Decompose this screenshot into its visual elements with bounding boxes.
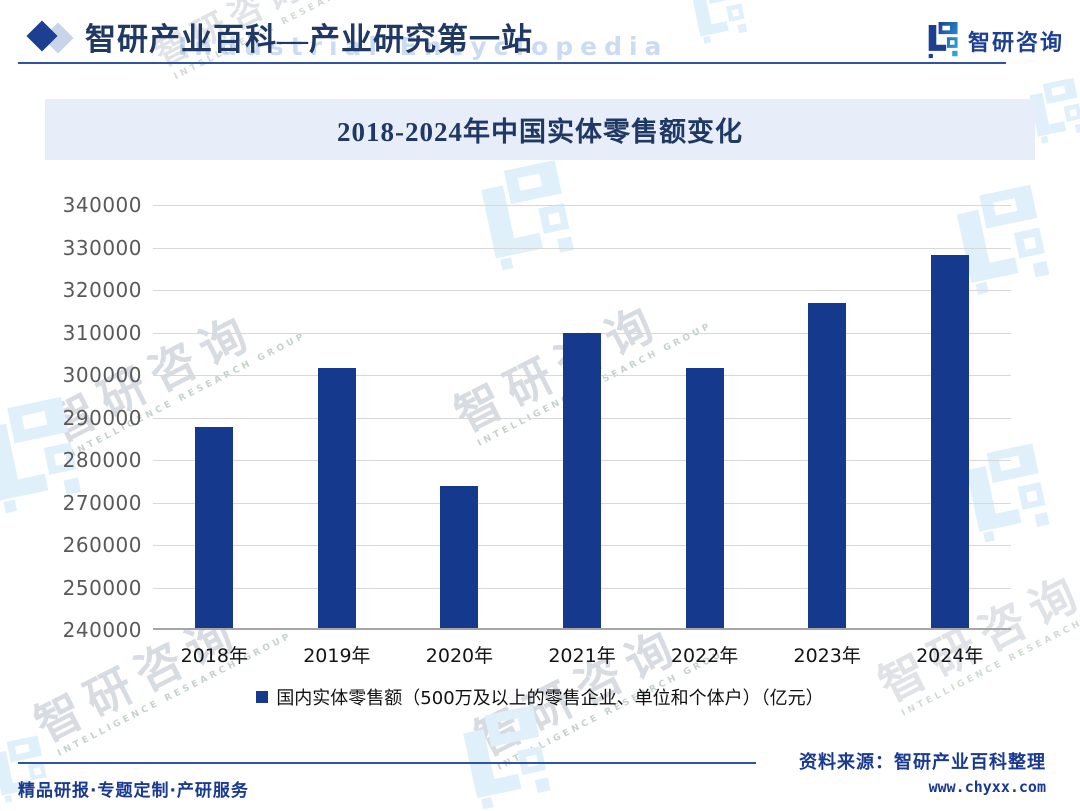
legend-label: 国内实体零售额（500万及以上的零售企业、单位和个体户）（亿元） (276, 688, 824, 709)
bar-2019年 (317, 368, 356, 630)
brand-logo: 智研咨询 (924, 22, 1064, 60)
bar-2021年 (563, 332, 601, 630)
x-tick-label: 2020年 (425, 645, 494, 667)
gridline (153, 247, 1011, 249)
chart-title-banner: 2018-2024年中国实体零售额变化 (45, 99, 1035, 160)
y-tick-label: 340000 (62, 193, 142, 217)
bar-2018年 (195, 426, 234, 630)
x-tick-label: 2021年 (548, 645, 616, 667)
y-tick-label: 290000 (62, 405, 142, 430)
y-tick-label: 320000 (62, 278, 142, 302)
legend-marker (256, 691, 269, 703)
y-tick-label: 300000 (62, 363, 142, 387)
bar-2023年 (808, 303, 847, 630)
y-tick-label: 310000 (62, 320, 142, 345)
data-source-text: 资料来源：智研产业百科整理 (799, 752, 1046, 773)
page-title: 智研产业百科—产业研究第一站 (85, 22, 533, 57)
chart-title: 2018-2024年中国实体零售额变化 (337, 117, 743, 147)
bar-2020年 (440, 485, 479, 630)
x-tick-label: 2019年 (303, 645, 371, 667)
y-tick-label: 240000 (62, 618, 142, 642)
x-tick-label: 2023年 (793, 645, 861, 667)
y-tick-label: 260000 (62, 533, 142, 557)
website-url: www.chyxx.com (928, 778, 1046, 796)
watermark-logo-icon (453, 704, 556, 811)
x-tick-label: 2024年 (916, 645, 984, 667)
x-axis-labels: 2018年 2019年 2020年 2021年 2022年 2023年 2024年 (153, 641, 1011, 668)
chart-legend: 国内实体零售额（500万及以上的零售企业、单位和个体户）（亿元） (0, 684, 1080, 710)
y-axis-labels: 240000 250000 260000 270000 280000 290000 3000… (50, 193, 142, 642)
y-tick-label: 280000 (62, 448, 142, 472)
bar-chart-plot-area (153, 205, 1011, 630)
x-tick-label: 2022年 (670, 645, 739, 667)
header-divider (18, 62, 1006, 64)
x-axis-line (153, 628, 1011, 630)
gridline (153, 205, 1011, 206)
gridline (153, 290, 1011, 291)
bar-2022年 (685, 368, 724, 630)
brand-logo-icon (928, 22, 958, 59)
watermark-english-text: Industrial Encyclopedia (178, 32, 669, 61)
y-tick-label: 330000 (62, 235, 142, 260)
footer-divider (18, 762, 756, 764)
brand-logo-text: 智研咨询 (967, 31, 1064, 56)
y-tick-label: 250000 (62, 575, 142, 600)
watermark-logo-icon (682, 0, 753, 48)
y-tick-label: 270000 (62, 490, 142, 515)
bar-2024年 (930, 255, 969, 630)
services-tagline: 精品研报·专题定制·产研服务 (18, 781, 249, 801)
x-tick-label: 2018年 (180, 645, 248, 667)
